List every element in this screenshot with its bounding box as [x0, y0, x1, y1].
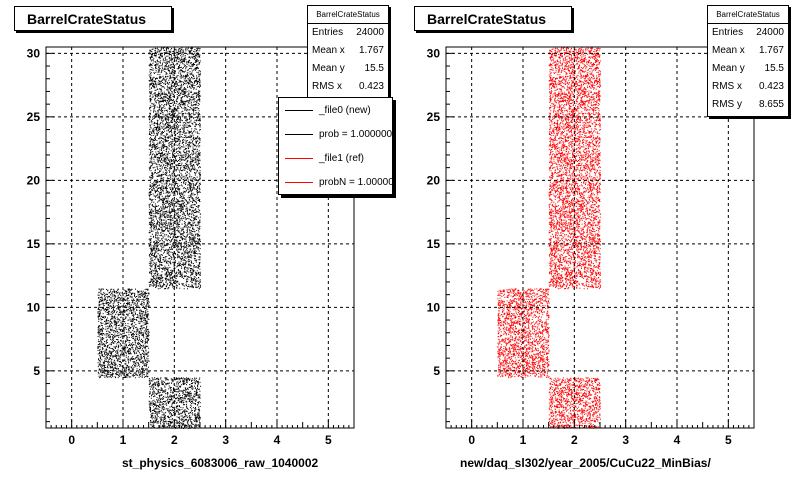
- x-tick-label: 1: [120, 433, 127, 447]
- stats-label: RMS x: [312, 81, 342, 92]
- x-tick-label: 4: [674, 433, 681, 447]
- legend-swatch: [285, 181, 313, 183]
- x-tick-label: 5: [725, 433, 732, 447]
- x-tick-label: 1: [520, 433, 527, 447]
- x-tick-label: 2: [171, 433, 178, 447]
- x-tick-label: 0: [468, 433, 475, 447]
- data-region: [97, 288, 150, 379]
- right-stats-title: BarrelCrateStatus: [708, 6, 788, 24]
- right-title: BarrelCrateStatus: [414, 6, 572, 31]
- data-points: [97, 47, 201, 429]
- stats-value: 15.5: [764, 63, 784, 74]
- stats-value: 24000: [356, 27, 384, 38]
- data-region: [548, 377, 601, 429]
- legend-box: _file0 (new) prob = 1.000000 _file1 (ref…: [278, 97, 393, 195]
- stats-label: Mean x: [312, 45, 345, 56]
- x-tick-label: 4: [274, 433, 281, 447]
- y-tick-label: 15: [427, 237, 441, 251]
- x-tick-label: 2: [571, 433, 578, 447]
- right-stats-row: Entries 24000: [708, 24, 788, 42]
- data-points: [497, 47, 601, 429]
- left-stats-row: RMS x 0.423: [308, 78, 388, 96]
- legend-swatch: [285, 133, 313, 135]
- stats-value: 24000: [756, 27, 784, 38]
- data-region: [148, 47, 201, 290]
- right-stats-row: RMS y 8.655: [708, 96, 788, 114]
- stats-label: Entries: [312, 27, 344, 38]
- left-stats-row: Entries 24000: [308, 24, 388, 42]
- stats-value: 8.655: [758, 99, 784, 110]
- left-title-text: BarrelCrateStatus: [27, 10, 147, 27]
- right-stats-row: Mean x 1.767: [708, 42, 788, 60]
- plot-background: [446, 47, 754, 428]
- stats-label: Mean y: [712, 63, 745, 74]
- stats-label: Entries: [712, 27, 744, 38]
- legend-label: prob = 1.000000: [319, 128, 393, 140]
- y-tick-label: 20: [27, 173, 41, 187]
- x-tick-label: 0: [68, 433, 75, 447]
- legend-entry: probN = 1.000000: [279, 170, 392, 194]
- y-tick-label: 20: [427, 173, 441, 187]
- right-stats-box: BarrelCrateStatus Entries 24000 Mean x 1…: [707, 5, 789, 117]
- stats-label: Mean x: [712, 45, 745, 56]
- left-title: BarrelCrateStatus: [14, 6, 172, 31]
- legend-label: _file1 (ref): [319, 152, 365, 164]
- legend-entry: prob = 1.000000: [279, 122, 392, 146]
- stats-value: 1.767: [358, 45, 384, 56]
- x-tick-label: 3: [222, 433, 229, 447]
- y-tick-label: 5: [33, 364, 40, 378]
- data-region: [148, 377, 201, 429]
- stats-value: 0.423: [758, 81, 784, 92]
- right-stats-row: Mean y 15.5: [708, 60, 788, 78]
- left-x-axis-label: st_physics_6083006_raw_1040002: [122, 456, 319, 470]
- y-tick-label: 25: [427, 110, 441, 124]
- y-tick-label: 15: [27, 237, 41, 251]
- stats-label: RMS y: [712, 99, 742, 110]
- y-tick-label: 10: [27, 300, 41, 314]
- right-title-text: BarrelCrateStatus: [427, 10, 547, 27]
- left-stats-box: BarrelCrateStatus Entries 24000 Mean x 1…: [307, 5, 389, 99]
- legend-label: probN = 1.000000: [319, 176, 393, 188]
- data-region: [548, 47, 601, 290]
- stats-value: 15.5: [364, 63, 384, 74]
- x-tick-label: 5: [325, 433, 332, 447]
- y-tick-label: 10: [427, 300, 441, 314]
- left-stats-title: BarrelCrateStatus: [308, 6, 388, 24]
- y-tick-label: 30: [427, 46, 441, 60]
- left-stats-row: Mean x 1.767: [308, 42, 388, 60]
- legend-swatch: [285, 109, 313, 111]
- right-plot: 0 1 2 3 4 5 5 10 15 20 25 30: [427, 46, 755, 447]
- legend-entry: _file0 (new): [279, 98, 392, 122]
- stats-value: 1.767: [758, 45, 784, 56]
- legend-label: _file0 (new): [319, 104, 371, 116]
- stats-label: RMS x: [712, 81, 742, 92]
- y-tick-label: 25: [27, 110, 41, 124]
- right-stats-row: RMS x 0.423: [708, 78, 788, 96]
- legend-entry: _file1 (ref): [279, 146, 392, 170]
- x-tick-label: 3: [622, 433, 629, 447]
- legend-swatch: [285, 157, 313, 159]
- y-tick-label: 30: [27, 46, 41, 60]
- stats-label: Mean y: [312, 63, 345, 74]
- stats-value: 0.423: [358, 81, 384, 92]
- right-x-axis-label: new/daq_sl302/year_2005/CuCu22_MinBias/: [460, 456, 711, 470]
- left-stats-row: Mean y 15.5: [308, 60, 388, 78]
- data-region: [497, 288, 550, 379]
- y-tick-label: 5: [433, 364, 440, 378]
